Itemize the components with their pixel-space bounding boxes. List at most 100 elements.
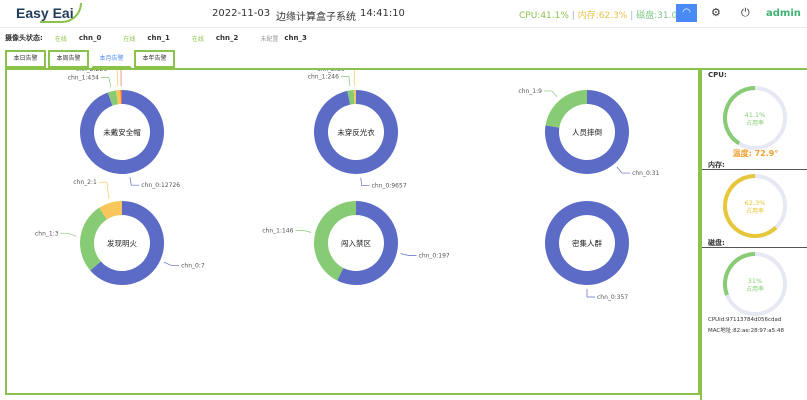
gauge-percent: 62.3% [745,199,766,207]
donut-chart: chn_0:12726chn_1:434chn_2:226chn_3:82未戴安… [68,59,181,189]
label-leader-line [109,68,119,87]
donut-slice [544,201,629,285]
donut-chart: chn_0:31 chn_1:9 人员摔倒 [518,88,659,177]
donut-slice [80,207,107,271]
header: Easy Eai 2022-11-03 边缘计算盒子系统 14:41:10 CP… [0,0,807,28]
disk-label: 磁盘: [708,239,725,247]
camera-name: chn_0 [78,34,102,42]
divider [702,169,807,170]
slice-label: chn_1:434 [68,75,99,82]
tab-year[interactable]: 本年告警 [134,50,175,68]
chart-title: 人员摔倒 [572,127,602,137]
date: 2022-11-03 [212,8,271,19]
donut-slice [314,90,399,174]
divider [702,247,807,248]
slice-label: chn_0:31 [632,170,660,177]
camera-state: 未配置 [260,35,279,43]
slice-label: chn_1:246 [308,73,339,80]
mac-address: MAC地址:82:ae:28:97:a5:48 [708,328,784,334]
disk-stat: 磁盘:31.0% [636,11,686,21]
slice-label: chn_0:9657 [372,183,407,190]
donut-slice [90,201,164,285]
camera-name: chn_2 [215,34,239,42]
cpu-label: CPU: [708,71,727,79]
tab-month[interactable]: 本月告警 [91,50,132,68]
monitor-button[interactable]: ◠ [676,4,697,22]
system-title: 边缘计算盒子系统 [276,12,356,23]
donut-chart: chn_0:9657 chn_1:246chn_2:86 未穿反光衣 [308,66,407,190]
donut-slice [545,90,629,174]
gauge-fill [723,252,756,296]
slice-label: chn_0:7 [181,262,205,269]
camera-name: chn_3 [284,34,307,42]
chart-title: 发现明火 [107,238,137,248]
label-leader-line [586,289,595,298]
slice-label: chn_0:357 [597,294,628,301]
slice-label: chn_0:12726 [141,182,180,189]
cpu-gauge: 41.1%占用率 [723,86,787,150]
tab-day[interactable]: 本日告警 [5,50,46,68]
gauge-fill [723,86,756,146]
slice-label: chn_0:197 [419,252,450,259]
gauge-percent: 31% [748,277,762,285]
label-leader-line [100,77,112,88]
gauge-caption: 占用率 [746,207,764,215]
disk-gauge: 31%占用率 [723,252,787,316]
camera-status: 摄像头状态: 在线 chn_0 在线 chn_1 在线 chn_2 未配置 ch… [5,33,329,43]
time: 14:41:10 [360,8,405,19]
user-name[interactable]: admin [766,8,801,19]
donut-slice [353,90,356,105]
slice-label: chn_2:226 [76,70,107,73]
camera-state: 在线 [191,35,204,43]
donut-slice [79,90,164,175]
label-leader-line [616,166,631,174]
logo: Easy Eai [16,5,74,21]
gauge-caption: 占用率 [746,285,764,293]
separator: | [630,11,634,21]
camera-state: 在线 [54,35,67,43]
label-leader-line [346,68,356,87]
camera-name: chn_1 [147,34,170,42]
separator: | [571,11,575,21]
gauge-fill [723,174,778,238]
donut-slice [99,201,122,220]
donut-chart: chn_0:7 chn_1:3 chn_2:1 发现明火 [35,179,205,285]
mem-label: 内存: [708,161,725,169]
label-leader-line [543,90,558,98]
resource-stats: CPU:41.1% | 内存:62.3% | 磁盘:31.0% [519,8,686,21]
donut-slice [107,90,118,106]
tab-bar: 本日告警 本周告警 本月告警 本年告警 [5,50,175,68]
camera-state: 在线 [123,35,136,43]
donut-slice [545,90,587,128]
slice-label: chn_1:9 [518,88,542,95]
donut-chart: chn_0:357 密集人群 [544,201,629,301]
cpu-stat: CPU:41.1% [519,11,569,21]
label-leader-line [400,253,417,256]
power-icon[interactable]: ⏻ [741,6,750,19]
chart-title: 未穿反光衣 [337,127,375,137]
label-leader-line [163,261,180,266]
system-panel: CPU: 41.1% 占用率 温度: 72.9° 内存: 62.3% 占用率 磁盘:… [700,68,807,400]
donut-slice [314,201,356,281]
label-leader-line [98,181,110,199]
label-leader-line [295,230,312,233]
label-leader-line [340,76,351,87]
camera-status-label: 摄像头状态: [5,34,43,42]
chart-title: 闯入禁区 [341,238,371,248]
tab-week[interactable]: 本周告警 [48,50,89,68]
cpu-temperature: 温度: 72.9° [732,149,779,158]
gauge-caption: 占用率 [746,119,764,127]
slice-label: chn_2:86 [317,70,345,73]
cpu-id: CPUid:97113784d056cdad [708,317,782,323]
mem-gauge: 62.3%占用率 [723,174,787,238]
mem-stat: 内存:62.3% [577,11,628,21]
gauge-percent: 41.1% [745,111,766,119]
donut-slice [337,201,398,285]
label-leader-line [360,177,370,187]
gear-icon[interactable]: ⚙ [711,6,721,19]
monitor-icon: ◠ [682,7,691,18]
chart-title: 密集人群 [572,238,602,248]
donut-slice [115,90,121,105]
donut-chart: chn_0:197 chn_1:146 闯入禁区 [262,201,450,285]
donut-charts: chn_0:12726chn_1:434chn_2:226chn_3:82未戴安… [35,59,660,301]
